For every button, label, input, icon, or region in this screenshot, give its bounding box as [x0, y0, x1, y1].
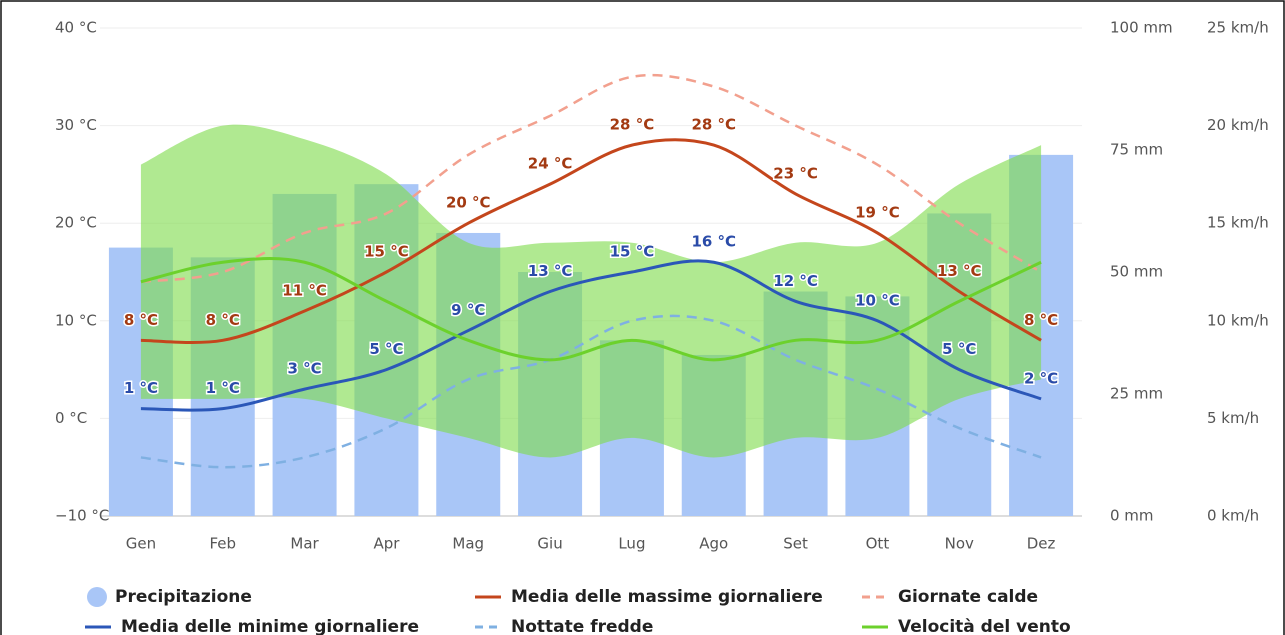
x-tick-label: Gen — [126, 535, 156, 553]
series-line — [140, 138, 1042, 344]
data-label: 13 °C — [937, 262, 982, 280]
data-label: 28 °C — [691, 116, 736, 134]
y3-tick-label: 20 km/h — [1207, 116, 1269, 134]
y-tick-label: −10 °C — [55, 507, 109, 525]
y3-tick-label: 5 km/h — [1207, 409, 1259, 427]
legend-label: Nottate fredde — [511, 617, 653, 635]
data-label: 1 °C — [124, 379, 158, 397]
data-label: 19 °C — [855, 203, 900, 221]
data-label: 8 °C — [206, 311, 240, 329]
legend-label: Media delle minime giornaliere — [121, 617, 419, 635]
y3-tick-label: 10 km/h — [1207, 311, 1269, 329]
y-tick-label: 30 °C — [55, 116, 97, 134]
series-line — [140, 259, 1042, 412]
y-tick-label: 40 °C — [55, 19, 97, 37]
x-tick-label: Dez — [1027, 535, 1056, 553]
y3-tick-label: 25 km/h — [1207, 19, 1269, 37]
data-label: 15 °C — [364, 243, 409, 261]
y2-tick-label: 75 mm — [1110, 141, 1163, 159]
data-label: 12 °C — [773, 272, 818, 290]
data-label: 10 °C — [855, 291, 900, 309]
legend-symbol — [87, 587, 107, 607]
data-label: 13 °C — [528, 262, 573, 280]
data-label: 16 °C — [691, 233, 736, 251]
y-tick-label: 20 °C — [55, 214, 97, 232]
x-tick-label: Feb — [209, 535, 236, 553]
series-line — [140, 314, 1042, 469]
data-label: 9 °C — [451, 301, 485, 319]
x-tick-label: Ago — [699, 535, 728, 553]
data-label: 23 °C — [773, 164, 818, 182]
legend-label: Velocità del vento — [898, 617, 1071, 635]
data-label: 5 °C — [942, 340, 976, 358]
x-tick-label: Nov — [945, 535, 974, 553]
series-line — [140, 256, 1042, 362]
data-label: 3 °C — [287, 360, 321, 378]
series-line — [140, 73, 1042, 284]
y2-tick-label: 100 mm — [1110, 19, 1173, 37]
data-label: 8 °C — [124, 311, 158, 329]
data-label: 11 °C — [282, 282, 327, 300]
x-tick-label: Apr — [373, 535, 400, 553]
y2-tick-label: 0 mm — [1110, 507, 1154, 525]
data-label: 28 °C — [610, 116, 655, 134]
data-label: 24 °C — [528, 155, 573, 173]
legend-label: Giornate calde — [898, 587, 1038, 607]
y2-tick-label: 25 mm — [1110, 385, 1163, 403]
legend-label: Media delle massime giornaliere — [511, 587, 823, 607]
y3-tick-label: 15 km/h — [1207, 214, 1269, 232]
x-tick-label: Giu — [537, 535, 562, 553]
y-tick-label: 0 °C — [55, 409, 87, 427]
y2-tick-label: 50 mm — [1110, 263, 1163, 281]
data-label: 8 °C — [1024, 311, 1058, 329]
data-label: 15 °C — [610, 243, 655, 261]
x-tick-label: Mag — [452, 535, 484, 553]
y-tick-label: 10 °C — [55, 311, 97, 329]
x-tick-label: Ott — [866, 535, 890, 553]
data-label: 2 °C — [1024, 369, 1058, 387]
x-tick-label: Mar — [290, 535, 319, 553]
data-label: 5 °C — [369, 340, 403, 358]
y3-tick-label: 0 km/h — [1207, 507, 1259, 525]
legend-label: Precipitazione — [115, 587, 252, 607]
x-tick-label: Set — [783, 535, 808, 553]
data-label: 20 °C — [446, 194, 491, 212]
data-label: 1 °C — [206, 379, 240, 397]
x-tick-label: Lug — [618, 535, 645, 553]
